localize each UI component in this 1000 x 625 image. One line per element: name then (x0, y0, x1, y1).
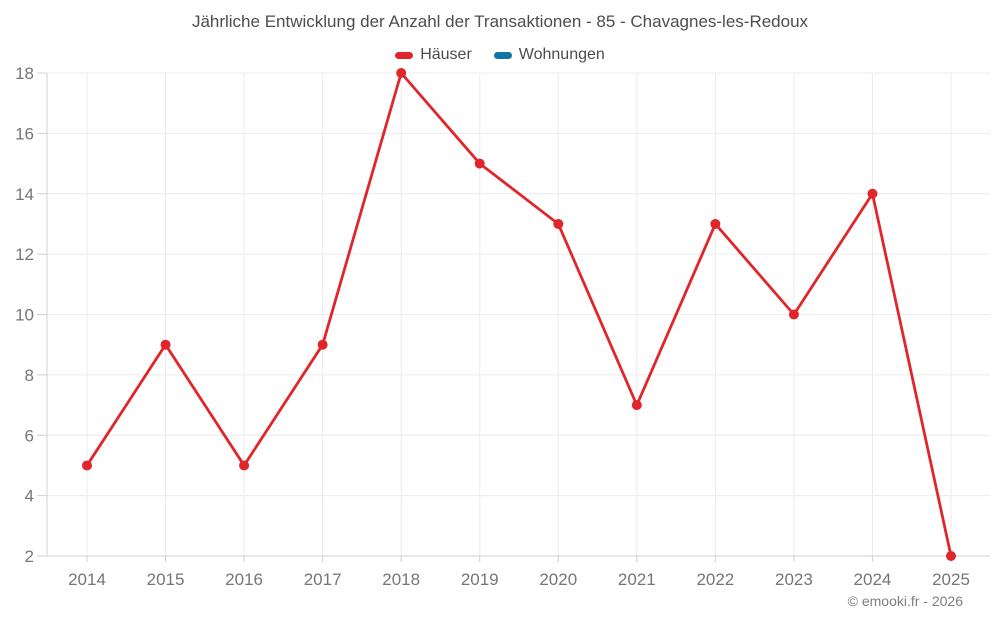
x-axis-label: 2017 (304, 570, 342, 589)
series-line-hauser (85, 71, 953, 558)
legend-swatch-hauser (395, 51, 414, 59)
x-axis-label: 2024 (854, 570, 892, 589)
chart-title: Jährliche Entwicklung der Anzahl der Tra… (191, 12, 809, 31)
x-axis-label: 2015 (147, 570, 185, 589)
x-axis-label: 2025 (932, 570, 970, 589)
y-axis-label: 18 (15, 64, 34, 83)
x-axis-label: 2014 (68, 570, 106, 589)
y-axis-label: 12 (15, 245, 34, 264)
data-point-hauser-2017[interactable] (317, 339, 328, 350)
data-point-hauser-2022[interactable] (710, 218, 721, 229)
x-axis-label: 2019 (461, 570, 499, 589)
data-point-hauser-2015[interactable] (160, 339, 171, 350)
y-axis-label: 16 (15, 124, 34, 143)
data-point-hauser-2018[interactable] (396, 68, 407, 78)
data-point-hauser-2023[interactable] (788, 309, 799, 320)
legend-item-wohnungen[interactable]: Wohnungen (493, 46, 605, 64)
x-axis-label: 2016 (225, 570, 263, 589)
x-axis-label: 2022 (696, 570, 734, 589)
data-point-hauser-2021[interactable] (631, 400, 642, 411)
y-axis-label: 6 (25, 426, 34, 445)
legend-item-hauser[interactable]: Häuser (395, 46, 472, 64)
x-axis-label: 2018 (382, 570, 420, 589)
x-axis-label: 2023 (775, 570, 813, 589)
y-axis-label: 10 (15, 306, 34, 325)
legend-swatch-wohnungen (493, 51, 512, 59)
x-axis-label: 2020 (539, 570, 577, 589)
y-axis-label: 8 (25, 366, 34, 385)
data-point-hauser-2019[interactable] (474, 158, 485, 169)
data-point-hauser-2024[interactable] (867, 188, 878, 199)
y-axis-label: 14 (15, 185, 34, 204)
data-point-hauser-2025[interactable] (946, 551, 956, 561)
data-point-hauser-2014[interactable] (82, 460, 92, 471)
y-axis-label: 4 (25, 487, 34, 506)
data-point-hauser-2016[interactable] (239, 460, 250, 471)
chart-legend: Häuser Wohnungen (0, 46, 1000, 64)
data-point-hauser-2020[interactable] (553, 218, 564, 229)
y-axis-label: 2 (25, 547, 34, 566)
copyright-text: © emooki.fr - 2026 (847, 593, 963, 609)
legend-label-hauser: Häuser (420, 46, 472, 63)
legend-label-wohnungen: Wohnungen (518, 46, 605, 63)
x-axis-label: 2021 (618, 570, 656, 589)
